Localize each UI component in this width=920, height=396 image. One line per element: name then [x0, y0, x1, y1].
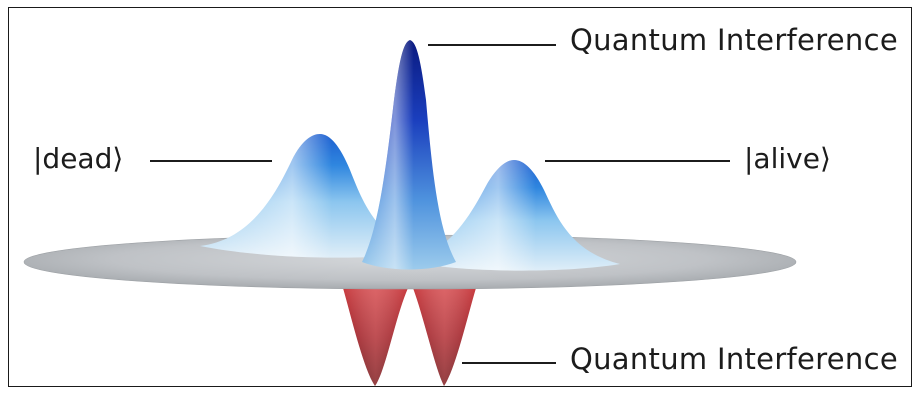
interference-trough-right	[413, 288, 476, 386]
top-interference-label: Quantum Interference	[570, 23, 898, 57]
interference-trough-left	[343, 288, 408, 386]
dead-state-label: |dead⟩	[33, 142, 124, 175]
bottom-interference-label: Quantum Interference	[570, 342, 898, 376]
interference-peak-center	[362, 40, 456, 270]
alive-state-peak	[410, 160, 620, 271]
alive-state-label: |alive⟩	[744, 142, 831, 175]
dead-state-peak	[200, 134, 420, 258]
